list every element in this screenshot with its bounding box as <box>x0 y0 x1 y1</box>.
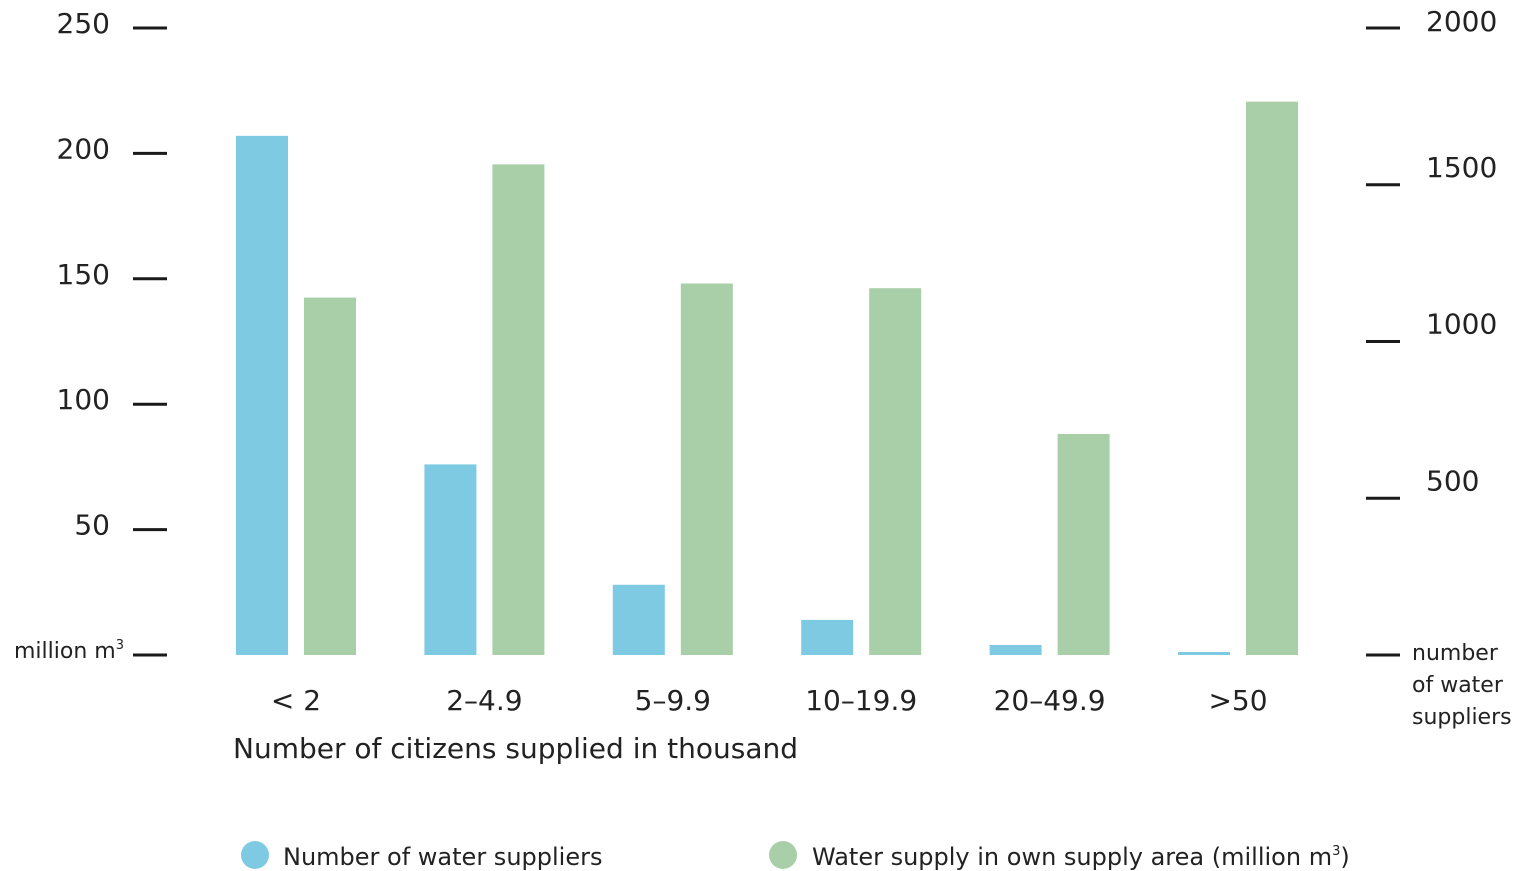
category-label: >50 <box>1208 684 1267 717</box>
left-tick-label: 150 <box>57 258 110 291</box>
left-tick-label: 100 <box>57 383 110 416</box>
bar-water-supply <box>680 283 733 655</box>
right-tick-label: 500 <box>1426 464 1479 497</box>
category-label: 20–49.9 <box>994 684 1106 717</box>
left-axis-unit-label: million m3 <box>14 638 124 664</box>
legend-swatch <box>769 841 797 869</box>
right-axis: 500 1000 1500 2000 number of water suppliers <box>1366 5 1512 730</box>
left-tick-label: 50 <box>74 509 110 542</box>
left-tick-label: 250 <box>57 7 110 40</box>
x-axis-title: Number of citizens supplied in thousand <box>233 732 798 765</box>
bar-suppliers <box>612 584 665 655</box>
category-label: 2–4.9 <box>446 684 522 717</box>
right-tick-label: 2000 <box>1426 5 1497 38</box>
left-tick-label: 200 <box>57 132 110 165</box>
right-axis-unit-label: suppliers <box>1412 705 1512 730</box>
bar-water-supply <box>1246 101 1298 656</box>
category-labels: < 2 2–4.9 5–9.9 10–19.9 20–49.9 >50 <box>271 684 1268 717</box>
legend-label: Number of water suppliers <box>283 843 602 871</box>
category-label: < 2 <box>271 684 321 717</box>
bar-suppliers <box>801 619 854 655</box>
bar-suppliers <box>989 644 1042 655</box>
right-axis-unit-label: of water <box>1412 673 1504 698</box>
bars <box>236 101 1298 656</box>
category-label: 10–19.9 <box>805 684 917 717</box>
bar-suppliers <box>236 135 288 655</box>
bar-water-supply <box>304 297 356 655</box>
legend-swatch <box>241 841 269 869</box>
bar-water-supply <box>1057 433 1110 655</box>
left-axis: 50 100 150 200 250 million m3 <box>14 7 167 664</box>
legend-label: Water supply in own supply area (million… <box>812 843 1350 871</box>
bar-water-supply <box>869 288 922 655</box>
right-axis-unit-label: number <box>1412 641 1499 666</box>
legend: Number of water suppliers Water supply in… <box>241 841 1350 871</box>
right-tick-label: 1000 <box>1426 308 1497 341</box>
right-tick-label: 1500 <box>1426 151 1497 184</box>
category-label: 5–9.9 <box>635 684 711 717</box>
bar-suppliers <box>424 464 477 655</box>
bar-suppliers <box>1178 652 1230 655</box>
bar-water-supply <box>492 164 545 655</box>
